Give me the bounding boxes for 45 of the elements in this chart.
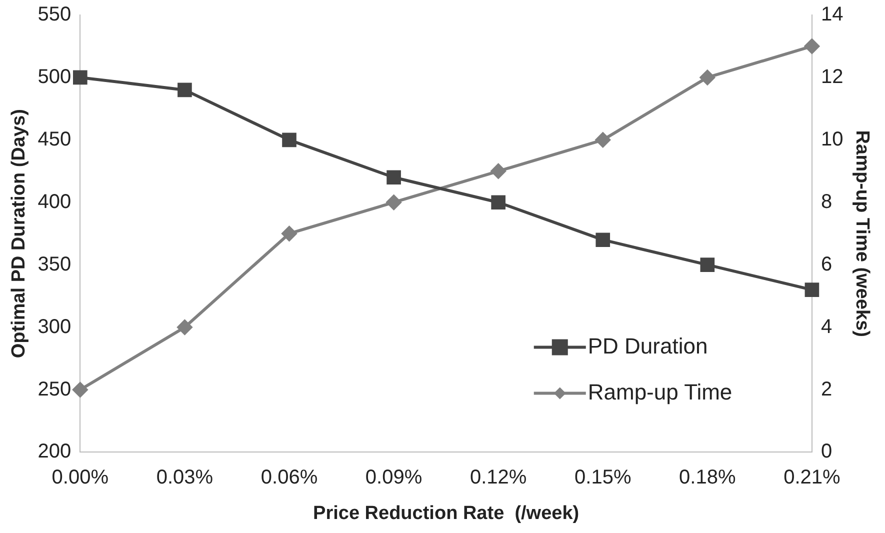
point bbox=[595, 132, 610, 148]
point bbox=[178, 82, 192, 98]
point bbox=[72, 382, 88, 398]
point bbox=[596, 232, 610, 248]
y2-tick-label: 8 bbox=[820, 190, 832, 213]
point bbox=[177, 320, 192, 335]
y-tick-label: 400 bbox=[38, 190, 72, 213]
y-tick-label: 250 bbox=[38, 378, 72, 400]
x-tick-label: 0.15% bbox=[574, 466, 632, 489]
point bbox=[804, 38, 820, 54]
x-tick-label: 0.03% bbox=[156, 466, 214, 489]
y2-tick-label: 4 bbox=[820, 316, 832, 338]
point bbox=[282, 226, 297, 242]
y2-tick-label: 12 bbox=[820, 66, 844, 88]
point bbox=[73, 70, 88, 85]
x-tick-label: 0.00% bbox=[52, 466, 109, 489]
y-tick-label: 550 bbox=[38, 4, 72, 26]
point bbox=[700, 258, 715, 272]
point bbox=[804, 282, 820, 297]
y-tick-label: 500 bbox=[38, 66, 72, 88]
legend-label: PD Duration bbox=[588, 333, 708, 358]
legend-label: Ramp-up Time bbox=[588, 379, 732, 404]
point bbox=[700, 70, 715, 85]
x-tick-label: 0.21% bbox=[784, 466, 841, 489]
y2-tick-label: 10 bbox=[820, 128, 844, 150]
x-tick-label: 0.18% bbox=[679, 466, 736, 489]
point bbox=[491, 195, 506, 210]
x-tick-label: 0.06% bbox=[260, 466, 318, 489]
y-tick-label: 450 bbox=[38, 128, 72, 150]
y-tick-label: 350 bbox=[38, 253, 72, 276]
y2-axis-title: Ramp-up Time (weeks) bbox=[851, 130, 872, 337]
y-tick-label: 200 bbox=[38, 440, 72, 463]
point bbox=[386, 170, 401, 185]
point bbox=[490, 164, 506, 179]
y2-tick-label: 0 bbox=[820, 440, 832, 463]
y2-tick-label: 2 bbox=[820, 378, 832, 400]
y-axis-title: Optimal PD Duration (Days) bbox=[8, 109, 30, 358]
point bbox=[386, 194, 402, 210]
y2-tick-label: 14 bbox=[820, 4, 844, 26]
y-tick-label: 300 bbox=[38, 316, 72, 338]
x-tick-label: 0.12% bbox=[470, 466, 527, 489]
x-tick-label: 0.09% bbox=[365, 466, 422, 489]
point bbox=[282, 132, 296, 148]
x-axis-title: Price Reduction Rate (/week) bbox=[313, 502, 580, 524]
y2-tick-label: 6 bbox=[820, 253, 832, 276]
